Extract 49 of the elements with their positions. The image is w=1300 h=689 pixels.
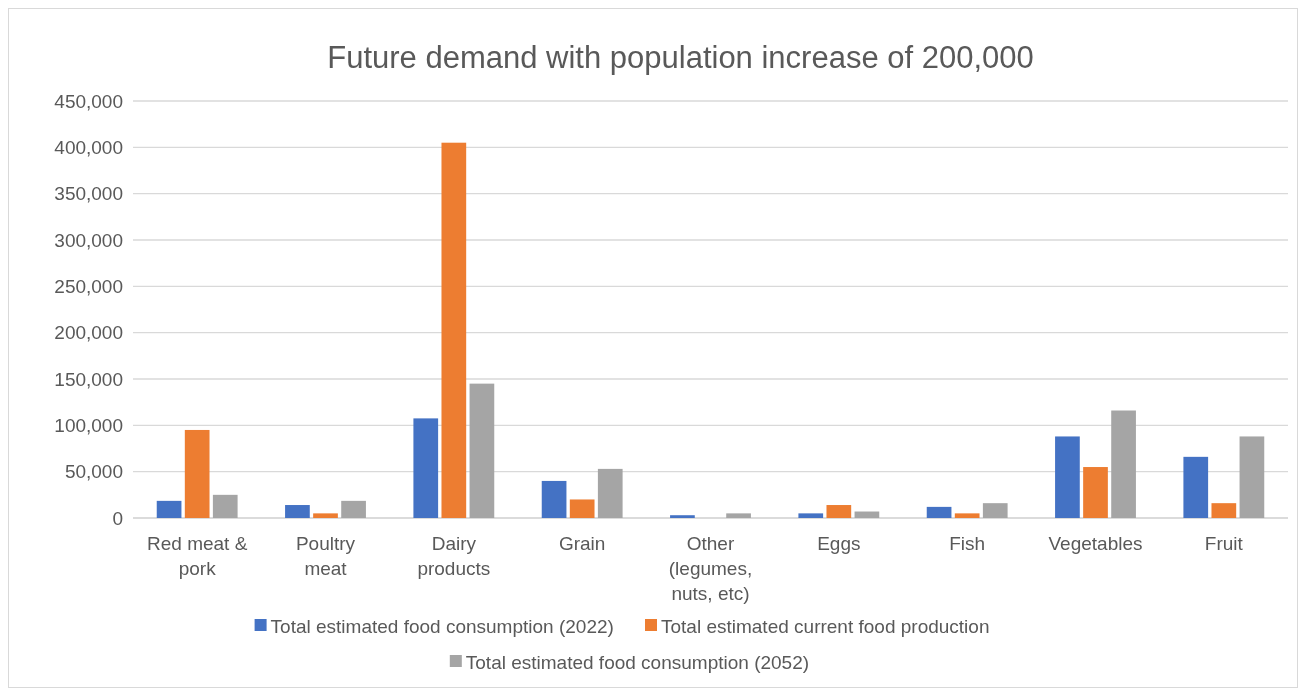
bar <box>469 383 495 518</box>
y-tick-label: 50,000 <box>64 461 123 483</box>
x-tick-label: Other (legumes, nuts, etc) <box>668 533 753 604</box>
x-tick-label: Vegetables <box>1048 533 1143 554</box>
bar <box>954 513 980 518</box>
x-tick-label: Fruit <box>1204 533 1244 554</box>
bar <box>341 500 366 518</box>
bar <box>569 499 595 518</box>
bar <box>826 505 852 518</box>
bar <box>1055 436 1080 518</box>
bar <box>413 418 439 518</box>
bar <box>854 511 880 518</box>
bar <box>285 505 310 518</box>
x-tick-label: Poultry meat <box>295 533 356 579</box>
bar <box>541 480 567 518</box>
bar <box>726 513 751 518</box>
bar <box>670 515 695 518</box>
bar <box>313 513 338 518</box>
legend-label: Total estimated current food production <box>661 615 990 637</box>
bar <box>926 506 952 518</box>
bar <box>156 500 182 518</box>
x-tick-label: Red meat & pork <box>147 533 248 579</box>
y-tick-label: 0 <box>112 507 123 529</box>
y-tick-label: 300,000 <box>54 229 123 251</box>
y-tick-label: 200,000 <box>54 322 123 344</box>
y-tick-label: 350,000 <box>54 183 123 205</box>
y-tick-label: 400,000 <box>54 136 123 158</box>
y-tick-label: 250,000 <box>54 275 123 297</box>
y-tick-label: 100,000 <box>54 414 123 436</box>
x-tick-label: Dairy products <box>417 533 491 579</box>
bar <box>1211 503 1237 518</box>
chart-title: Future demand with population increase of 200,000 <box>327 40 1034 75</box>
bar <box>982 503 1008 518</box>
bar <box>1239 436 1265 518</box>
bar <box>1111 410 1136 518</box>
bar <box>597 468 623 518</box>
y-tick-label: 450,000 <box>54 90 123 112</box>
x-tick-label: Fish <box>949 533 986 554</box>
x-tick-label: Grain <box>558 533 606 554</box>
bar <box>798 513 824 518</box>
legend-label: Total estimated food consumption (2052) <box>465 651 810 673</box>
bar <box>1083 467 1108 518</box>
bar <box>441 142 467 518</box>
x-tick-label: Eggs <box>817 533 861 554</box>
bar <box>1183 456 1209 518</box>
bar <box>212 494 238 518</box>
bar <box>184 429 210 518</box>
legend-label: Total estimated food consumption (2022) <box>270 615 614 637</box>
y-tick-label: 150,000 <box>54 368 123 390</box>
